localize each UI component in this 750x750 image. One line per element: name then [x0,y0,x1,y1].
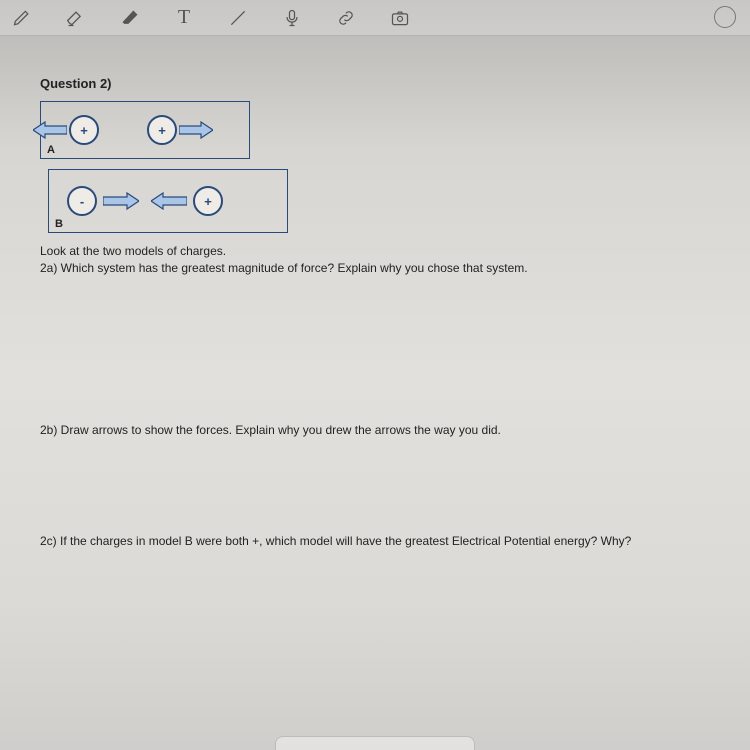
arrow-left-a [33,120,67,140]
text-tool-label: T [178,6,190,29]
text-tool-icon[interactable]: T [170,4,198,32]
charge-b-right: + [193,186,223,216]
charge-b-left: - [67,186,97,216]
model-a-label: A [47,144,55,156]
question-heading: Question 2) [40,76,710,91]
part-b-text: 2b) Draw arrows to show the forces. Expl… [40,422,710,439]
model-b-box: - + B [48,169,288,233]
model-b-label: B [55,218,63,230]
link-icon[interactable] [332,4,360,32]
line-tool-icon[interactable] [224,4,252,32]
part-a-text: 2a) Which system has the greatest magnit… [40,260,710,277]
eraser-icon[interactable] [116,4,144,32]
pen-icon[interactable] [8,4,36,32]
charge-a-left: + [69,115,99,145]
document-page: Question 2) + + A - + B Look at the two … [0,36,750,570]
mic-icon[interactable] [278,4,306,32]
answer-space-b [40,438,710,533]
part-c-text: 2c) If the charges in model B were both … [40,533,710,550]
status-circle-icon [714,6,736,28]
intro-text: Look at the two models of charges. [40,243,710,260]
charge-a-right: + [147,115,177,145]
camera-icon[interactable] [386,4,414,32]
arrow-left-b [151,191,187,211]
bottom-handle [275,736,475,750]
highlighter-icon[interactable] [62,4,90,32]
arrow-right-b [103,191,139,211]
toolbar: T [0,0,750,36]
model-a-box: + + A [40,101,250,159]
answer-space-a [40,277,710,422]
arrow-right-a [179,120,213,140]
